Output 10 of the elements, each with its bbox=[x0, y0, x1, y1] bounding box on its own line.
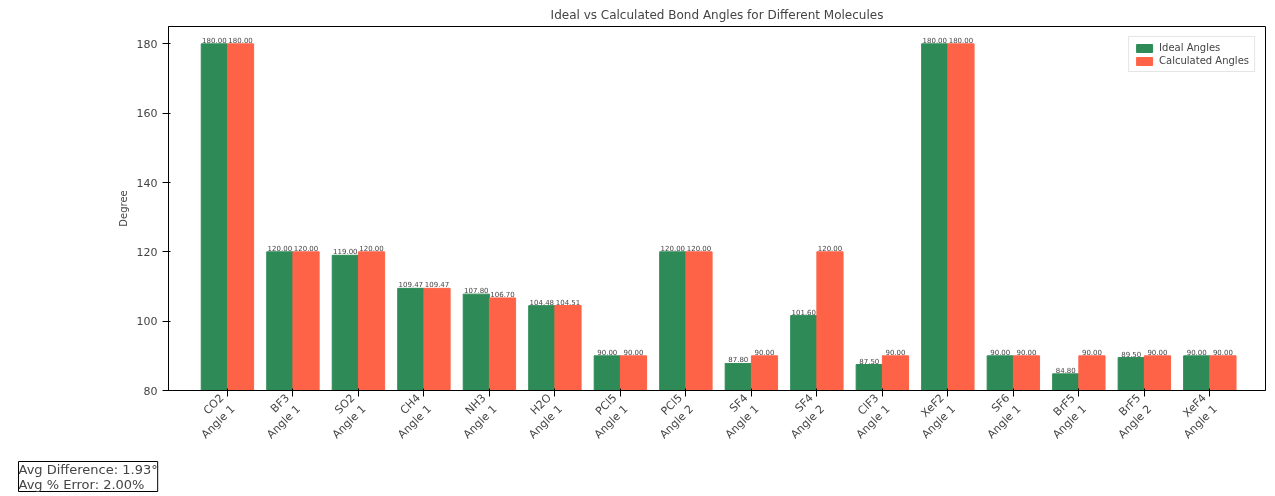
legend-label: Calculated Angles bbox=[1159, 55, 1249, 66]
y-tick-label: 140 bbox=[136, 176, 158, 190]
y-tick-label: 80 bbox=[143, 384, 158, 398]
chart-title: Ideal vs Calculated Bond Angles for Different Molecules bbox=[550, 7, 884, 22]
y-tick-label: 180 bbox=[136, 37, 158, 51]
y-tick-label: 120 bbox=[136, 245, 158, 259]
legend-label: Ideal Angles bbox=[1159, 42, 1221, 53]
y-tick-label: 160 bbox=[136, 107, 158, 121]
y-tick-label: 100 bbox=[136, 315, 158, 329]
y-axis-title: Degree bbox=[117, 190, 129, 227]
